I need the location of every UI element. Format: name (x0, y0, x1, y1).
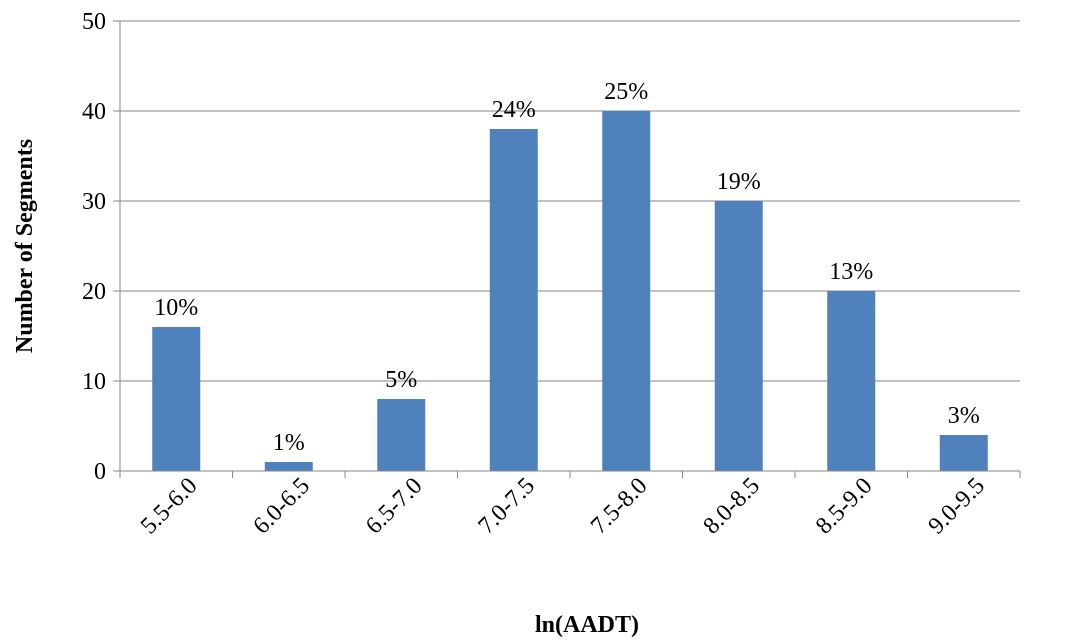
data-label: 1% (273, 430, 305, 456)
data-label: 5% (385, 367, 417, 393)
axes (113, 20, 1021, 478)
y-tick-label: 30 (82, 189, 106, 215)
y-axis-title: Number of Segments (12, 139, 38, 353)
data-label: 10% (154, 295, 198, 321)
y-tick-label: 40 (82, 99, 106, 125)
y-tick-labels: 0 10 20 30 40 50 (82, 9, 106, 485)
data-label: 13% (829, 259, 873, 285)
y-tick-label: 10 (82, 369, 106, 395)
y-tick-label: 50 (82, 9, 106, 35)
data-label: 24% (492, 97, 536, 123)
y-tick-label: 20 (82, 279, 106, 305)
bar (264, 462, 313, 471)
x-tick-label: 9.0-9.5 (924, 473, 990, 539)
x-tick-label: 6.5-7.0 (361, 473, 427, 539)
x-tick-label: 8.5-9.0 (811, 473, 877, 539)
gridlines (120, 20, 1020, 382)
x-tick-labels: 5.5-6.0 6.0-6.5 6.5-7.0 7.0-7.5 7.5-8.0 8.0-8… (136, 473, 990, 539)
x-axis-title: ln(AADT) (535, 612, 639, 638)
bar (489, 129, 538, 471)
data-labels: 10% 1% 5% 24% 25% 19% 13% 3% (154, 79, 980, 456)
x-tick-label: 6.0-6.5 (249, 473, 315, 539)
bar (152, 327, 201, 471)
data-label: 19% (717, 169, 761, 195)
x-tick-label: 7.5-8.0 (586, 473, 652, 539)
bars (152, 111, 988, 471)
y-tick-label: 0 (94, 459, 106, 485)
bar (377, 399, 426, 471)
bar (827, 291, 876, 471)
bar (602, 111, 651, 471)
data-label: 25% (604, 79, 648, 105)
data-label: 3% (948, 403, 980, 429)
x-tick-label: 5.5-6.0 (136, 473, 202, 539)
x-tick-label: 7.0-7.5 (474, 473, 540, 539)
bar (714, 201, 763, 471)
bar (939, 435, 988, 471)
x-tick-label: 8.0-8.5 (699, 473, 765, 539)
